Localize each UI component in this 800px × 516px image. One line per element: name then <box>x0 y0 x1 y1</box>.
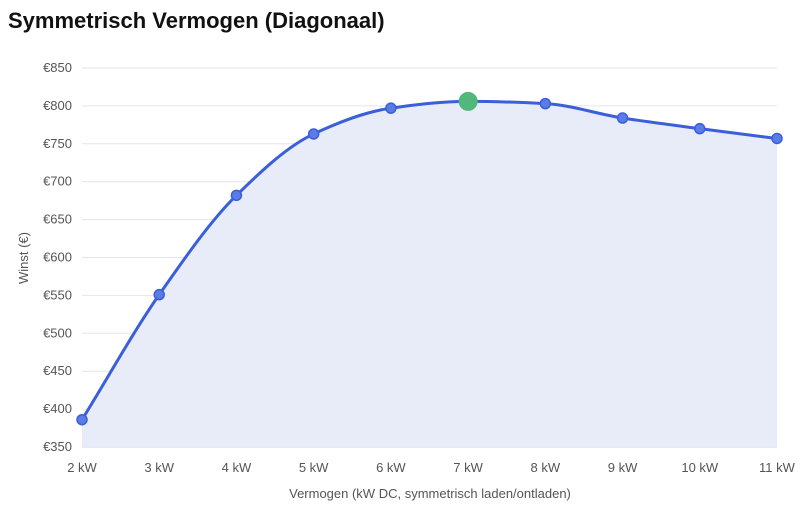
chart-title: Symmetrisch Vermogen (Diagonaal) <box>8 8 385 33</box>
x-tick-label: 2 kW <box>67 460 97 475</box>
x-tick-label: 8 kW <box>531 460 561 475</box>
y-tick-label: €700 <box>43 174 72 189</box>
y-tick-label: €550 <box>43 287 72 302</box>
y-tick-label: €350 <box>43 439 72 454</box>
data-point <box>616 112 629 124</box>
data-point <box>307 128 320 140</box>
y-tick-label: €750 <box>43 136 72 151</box>
x-tick-label: 11 kW <box>759 460 796 475</box>
y-tick-label: €450 <box>43 363 72 378</box>
y-tick-label: €650 <box>43 212 72 227</box>
y-tick-label: €850 <box>43 60 72 75</box>
x-tick-label: 4 kW <box>222 460 252 475</box>
y-tick-label: €400 <box>43 401 72 416</box>
y-axis-title: Winst (€) <box>16 232 31 284</box>
data-points <box>76 91 783 426</box>
y-tick-labels: €350 €400 €450 €500 €550 €600 €650 €700 €750 €800… <box>43 60 72 454</box>
y-tick-label: €800 <box>43 98 72 113</box>
data-point <box>539 97 552 110</box>
x-tick-label: 5 kW <box>299 460 329 475</box>
x-axis-title: Vermogen (kW DC, symmetrisch laden/ontla… <box>289 486 571 501</box>
data-point <box>153 288 165 301</box>
data-point <box>694 122 706 135</box>
highlight-point <box>458 91 478 111</box>
x-tick-label: 9 kW <box>608 460 638 475</box>
data-point <box>771 132 783 145</box>
x-tick-label: 3 kW <box>144 460 174 475</box>
x-tick-labels: 2 kW 3 kW 4 kW 5 kW 6 kW 7 kW 8 kW 9 kW 10 kW 11 … <box>67 460 795 475</box>
area-fill <box>82 101 777 448</box>
x-tick-label: 6 kW <box>376 460 406 475</box>
data-point <box>230 189 243 202</box>
x-tick-label: 7 kW <box>453 460 483 475</box>
y-tick-label: €500 <box>43 325 72 340</box>
data-point <box>76 413 88 426</box>
data-point <box>385 102 397 114</box>
x-tick-label: 10 kW <box>681 460 719 475</box>
y-tick-label: €600 <box>43 250 72 265</box>
